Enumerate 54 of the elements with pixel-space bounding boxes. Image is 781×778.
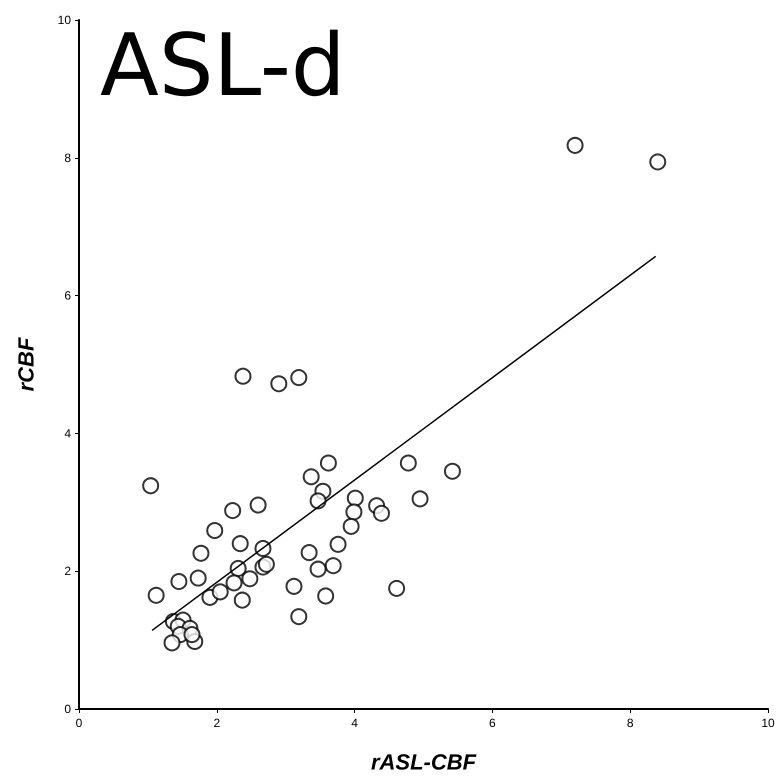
point bbox=[224, 502, 242, 520]
point bbox=[234, 368, 252, 385]
y-axis-title: rCBF bbox=[14, 337, 38, 392]
y-tick-label: 2 bbox=[64, 564, 72, 578]
chart-title: ASL-d bbox=[100, 16, 346, 116]
point bbox=[258, 556, 275, 573]
point bbox=[388, 580, 406, 597]
point bbox=[170, 573, 188, 590]
y-tick-label: 6 bbox=[64, 288, 72, 303]
point bbox=[320, 454, 337, 472]
point bbox=[330, 536, 347, 553]
x-tick-label: 8 bbox=[626, 716, 634, 730]
point bbox=[317, 588, 334, 604]
point bbox=[142, 477, 160, 494]
point bbox=[412, 490, 429, 508]
point bbox=[192, 544, 210, 562]
x-tick-label: 4 bbox=[351, 716, 358, 730]
point bbox=[300, 544, 318, 562]
point bbox=[212, 583, 229, 600]
point bbox=[566, 136, 584, 154]
point bbox=[290, 608, 308, 626]
point bbox=[444, 462, 461, 480]
y-tick-label: 8 bbox=[64, 150, 72, 165]
point bbox=[310, 560, 327, 578]
x-tick-label: 6 bbox=[489, 716, 496, 730]
point bbox=[270, 375, 288, 392]
point bbox=[234, 592, 251, 609]
point bbox=[241, 570, 258, 588]
point bbox=[190, 570, 207, 587]
point bbox=[372, 504, 390, 522]
x-tick-label: 10 bbox=[761, 716, 775, 730]
y-tick-label: 4 bbox=[64, 426, 72, 440]
point bbox=[345, 503, 362, 520]
point bbox=[184, 626, 200, 644]
y-tick-label: 0 bbox=[64, 702, 72, 716]
point bbox=[342, 518, 360, 535]
point bbox=[285, 578, 302, 595]
x-axis-title: rASL-CBF bbox=[370, 750, 477, 774]
point bbox=[649, 153, 666, 170]
point bbox=[226, 574, 243, 592]
point bbox=[164, 634, 181, 652]
y-tick-label: 10 bbox=[58, 13, 72, 27]
point bbox=[250, 496, 267, 514]
x-tick-label: 0 bbox=[76, 716, 83, 730]
point bbox=[324, 557, 342, 574]
point bbox=[206, 522, 224, 540]
x-tick-label: 2 bbox=[213, 716, 220, 730]
point bbox=[232, 535, 249, 552]
point bbox=[310, 492, 327, 510]
point bbox=[290, 369, 308, 386]
point bbox=[302, 468, 320, 486]
point bbox=[148, 586, 165, 604]
point bbox=[346, 490, 364, 507]
point bbox=[400, 454, 417, 472]
